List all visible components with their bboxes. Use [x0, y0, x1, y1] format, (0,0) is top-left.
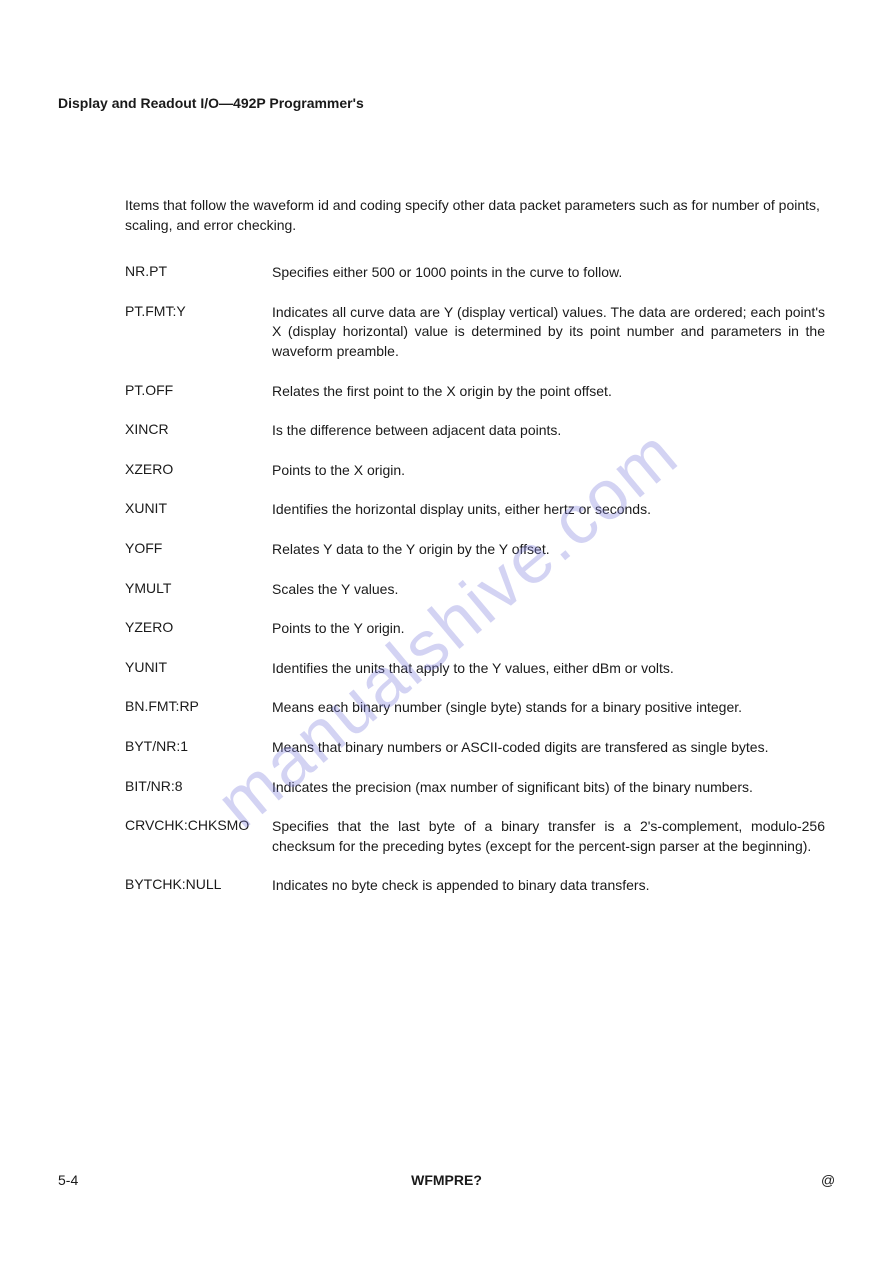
definition-row: YZERO Points to the Y origin.	[125, 619, 825, 639]
definition-term: XZERO	[125, 461, 272, 481]
definition-term: BYTCHK:NULL	[125, 876, 272, 896]
definition-desc: Indicates no byte check is appended to b…	[272, 876, 825, 896]
definition-desc: Points to the Y origin.	[272, 619, 825, 639]
definition-row: BN.FMT:RP Means each binary number (sing…	[125, 698, 825, 718]
definition-desc: Scales the Y values.	[272, 580, 825, 600]
definition-row: PT.OFF Relates the first point to the X …	[125, 382, 825, 402]
definition-term: BIT/NR:8	[125, 778, 272, 798]
definition-row: XZERO Points to the X origin.	[125, 461, 825, 481]
definition-row: XINCR Is the difference between adjacent…	[125, 421, 825, 441]
definition-desc: Means each binary number (single byte) s…	[272, 698, 825, 718]
definition-term: YOFF	[125, 540, 272, 560]
definition-row: BYT/NR:1 Means that binary numbers or AS…	[125, 738, 825, 758]
definition-desc: Points to the X origin.	[272, 461, 825, 481]
page-header: Display and Readout I/O—492P Programmer'…	[58, 95, 835, 111]
definition-desc: Identifies the units that apply to the Y…	[272, 659, 825, 679]
definition-row: YMULT Scales the Y values.	[125, 580, 825, 600]
definition-row: BIT/NR:8 Indicates the precision (max nu…	[125, 778, 825, 798]
definition-term: CRVCHK:CHKSMO	[125, 817, 272, 856]
definition-desc: Specifies that the last byte of a binary…	[272, 817, 825, 856]
definition-desc: Indicates the precision (max number of s…	[272, 778, 825, 798]
definition-row: YOFF Relates Y data to the Y origin by t…	[125, 540, 825, 560]
definition-term: YUNIT	[125, 659, 272, 679]
definition-term: BYT/NR:1	[125, 738, 272, 758]
definition-desc: Identifies the horizontal display units,…	[272, 500, 825, 520]
definition-term: XUNIT	[125, 500, 272, 520]
definition-term: YMULT	[125, 580, 272, 600]
definition-desc: Indicates all curve data are Y (display …	[272, 303, 825, 362]
footer-mark: @	[821, 1172, 835, 1188]
definition-desc: Means that binary numbers or ASCII-coded…	[272, 738, 825, 758]
definitions-list: NR.PT Specifies either 500 or 1000 point…	[125, 263, 825, 896]
intro-paragraph: Items that follow the waveform id and co…	[125, 196, 825, 235]
definition-row: YUNIT Identifies the units that apply to…	[125, 659, 825, 679]
definition-desc: Relates Y data to the Y origin by the Y …	[272, 540, 825, 560]
definition-desc: Relates the first point to the X origin …	[272, 382, 825, 402]
definition-term: NR.PT	[125, 263, 272, 283]
definition-row: BYTCHK:NULL Indicates no byte check is a…	[125, 876, 825, 896]
page-number: 5-4	[58, 1172, 78, 1188]
definition-row: PT.FMT:Y Indicates all curve data are Y …	[125, 303, 825, 362]
definition-row: XUNIT Identifies the horizontal display …	[125, 500, 825, 520]
definition-term: PT.OFF	[125, 382, 272, 402]
definition-row: CRVCHK:CHKSMO Specifies that the last by…	[125, 817, 825, 856]
footer-title: WFMPRE?	[411, 1172, 482, 1188]
definition-term: PT.FMT:Y	[125, 303, 272, 362]
definition-row: NR.PT Specifies either 500 or 1000 point…	[125, 263, 825, 283]
definition-desc: Is the difference between adjacent data …	[272, 421, 825, 441]
definition-desc: Specifies either 500 or 1000 points in t…	[272, 263, 825, 283]
definition-term: YZERO	[125, 619, 272, 639]
definition-term: XINCR	[125, 421, 272, 441]
page-footer: 5-4 WFMPRE? @	[58, 1172, 835, 1188]
definition-term: BN.FMT:RP	[125, 698, 272, 718]
